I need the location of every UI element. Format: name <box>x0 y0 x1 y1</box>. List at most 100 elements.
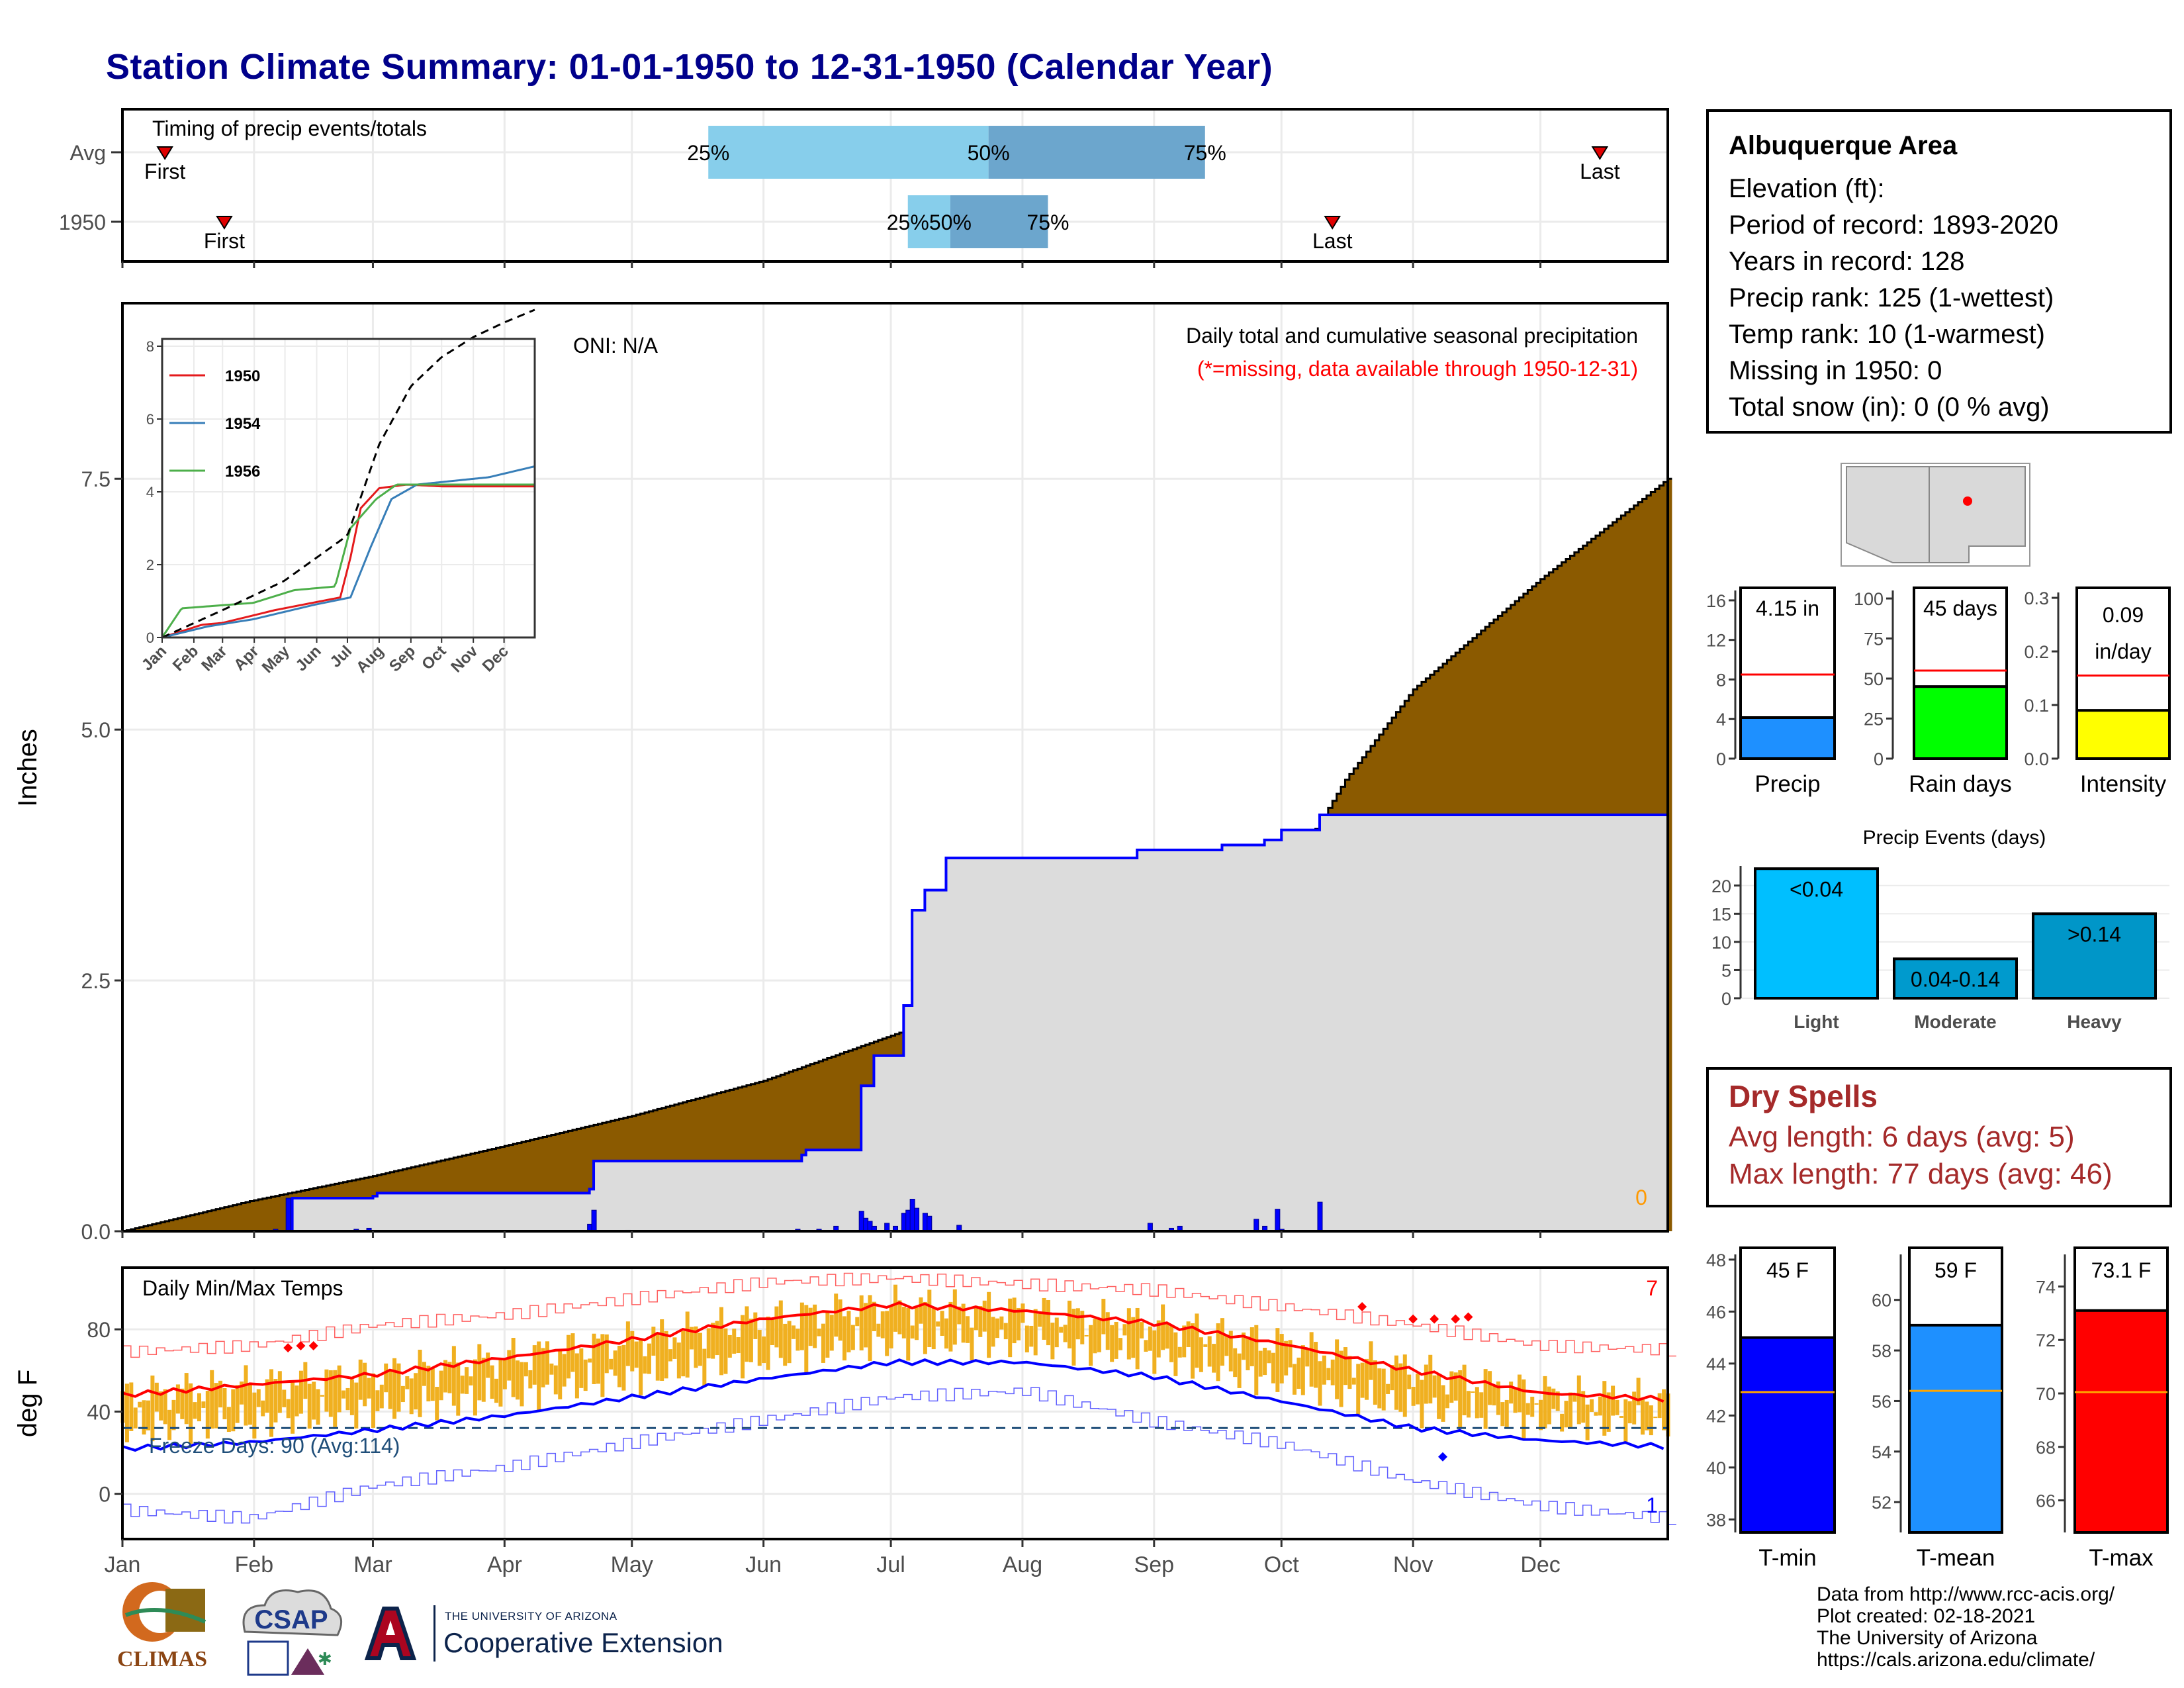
daily-temp-bar <box>859 1295 864 1351</box>
missing-count: 0 <box>1635 1186 1647 1209</box>
tmin-gauge-value-label: 45 F <box>1766 1258 1809 1282</box>
daily-temp-bar <box>719 1307 723 1376</box>
daily-temp-bar <box>1432 1375 1437 1398</box>
daily-temp-bar <box>473 1359 477 1416</box>
daily-temp-bar <box>1305 1349 1310 1367</box>
daily-temp-bar <box>341 1390 346 1399</box>
daily-temp-bar <box>1564 1401 1569 1428</box>
timing-last-marker <box>1591 146 1609 160</box>
intensity-gauge-value-label-2: in/day <box>2095 639 2151 663</box>
timing-first-label: First <box>204 229 245 253</box>
daily-temp-bar <box>400 1385 405 1403</box>
daily-temp-bar <box>567 1335 571 1379</box>
daily-temp-bar <box>1458 1370 1463 1428</box>
daily-temp-bar <box>320 1395 324 1397</box>
record-high-count: 7 <box>1646 1276 1658 1300</box>
station-elevation: Elevation (ft): <box>1729 174 1885 203</box>
daily-temp-bar <box>477 1344 482 1401</box>
daily-temp-bar <box>1441 1385 1445 1422</box>
timing-bar-25-50 <box>708 126 989 179</box>
daily-temp-bar <box>1360 1362 1365 1398</box>
daily-temp-bar <box>1224 1335 1229 1356</box>
daily-temp-bar <box>698 1333 702 1366</box>
daily-temp-bar <box>1318 1361 1322 1406</box>
dry-spells-max: Max length: 77 days (avg: 46) <box>1729 1158 2113 1190</box>
daily-temp-bar <box>1292 1364 1297 1395</box>
daily-temp-bar <box>175 1384 180 1414</box>
inset-average-line <box>161 308 535 639</box>
inset-ytick-label: 4 <box>146 484 154 500</box>
daily-temp-bar <box>1437 1374 1441 1419</box>
tmax-gauge-category-label: T-max <box>2089 1545 2154 1571</box>
daily-temp-bar <box>1398 1363 1403 1412</box>
precip-gauge-ytick-label: 12 <box>1706 631 1726 651</box>
daily-temp-bar <box>1237 1353 1242 1388</box>
inset-ytick-label: 0 <box>146 630 154 646</box>
daily-temp-bar <box>1530 1396 1535 1417</box>
daily-temp-bar <box>885 1311 889 1356</box>
daily-temp-bar <box>1059 1327 1064 1333</box>
daily-temp-bar <box>966 1316 970 1343</box>
daily-temp-bar <box>1343 1347 1347 1385</box>
daily-temp-bar <box>1182 1325 1187 1358</box>
daily-temp-bar <box>715 1321 719 1356</box>
daily-temp-bar <box>1504 1399 1509 1427</box>
daily-temp-bar <box>363 1362 367 1407</box>
daily-temp-bar <box>1101 1299 1106 1335</box>
record-high-marker <box>1451 1314 1461 1324</box>
daily-temp-bar <box>171 1399 176 1430</box>
daily-temp-bar <box>897 1300 902 1335</box>
daily-temp-bar <box>787 1321 792 1364</box>
daily-temp-bar <box>846 1311 851 1352</box>
daily-temp-bar <box>298 1370 303 1414</box>
daily-temp-bar <box>273 1379 278 1423</box>
daily-temp-bar <box>146 1400 150 1430</box>
daily-temp-bar <box>893 1284 897 1332</box>
record-high-marker <box>1357 1302 1367 1312</box>
daily-temp-bar <box>1662 1389 1666 1430</box>
daily-temp-bar <box>838 1299 842 1341</box>
daily-temp-bar <box>1547 1386 1551 1425</box>
daily-temp-bar <box>1420 1380 1424 1429</box>
daily-temp-bar <box>277 1371 282 1413</box>
inset-border <box>161 338 536 639</box>
daily-temp-bar <box>961 1303 966 1343</box>
map-new-mexico <box>1929 466 2026 563</box>
daily-temp-bar <box>150 1375 155 1442</box>
daily-temp-bar <box>1050 1323 1055 1360</box>
inset-series-1954 <box>161 465 535 639</box>
obs-cumulative-area <box>122 814 1668 1231</box>
station-temp-rank: Temp rank: 10 (1-warmest) <box>1729 320 2045 349</box>
daily-temp-bar <box>486 1352 490 1378</box>
daily-temp-bar <box>1186 1321 1191 1348</box>
month-label: Apr <box>487 1552 522 1577</box>
station-name: Albuquerque Area <box>1729 131 1958 160</box>
daily-temp-bar <box>1152 1330 1157 1374</box>
tmean-gauge-bar <box>1908 1323 2003 1534</box>
daily-temp-bar <box>222 1388 227 1420</box>
ua-coop-text: Cooperative Extension <box>443 1627 723 1658</box>
daily-temp-bar <box>944 1318 948 1349</box>
daily-temp-bar <box>880 1311 885 1338</box>
csap-logo-text: CSAP <box>254 1605 328 1634</box>
svg-text:✱: ✱ <box>318 1649 332 1669</box>
daily-temp-bar <box>1539 1399 1543 1430</box>
daily-temp-bar <box>1161 1304 1165 1350</box>
tmean-gauge-ytick-label: 58 <box>1872 1341 1891 1361</box>
timing-bar-50-75 <box>950 195 1048 248</box>
credit-university: The University of Arizona <box>1817 1627 2038 1649</box>
daily-temp-bar <box>813 1304 817 1348</box>
daily-temp-bar <box>1483 1369 1488 1429</box>
daily-temp-bar <box>481 1358 486 1402</box>
daily-temp-bar <box>282 1389 287 1407</box>
ua-small-text: THE UNIVERSITY OF ARIZONA <box>445 1610 617 1622</box>
daily-precip-bar <box>1253 1219 1259 1232</box>
daily-temp-bar <box>864 1303 868 1348</box>
events-category-label: Moderate <box>1914 1011 1996 1032</box>
daily-temp-bar <box>1594 1412 1598 1416</box>
daily-temp-bar <box>855 1317 860 1327</box>
daily-temp-bar <box>1207 1336 1212 1367</box>
daily-temp-bar <box>792 1325 796 1339</box>
daily-temp-bar <box>808 1307 813 1346</box>
daily-precip-bar <box>1317 1201 1323 1232</box>
